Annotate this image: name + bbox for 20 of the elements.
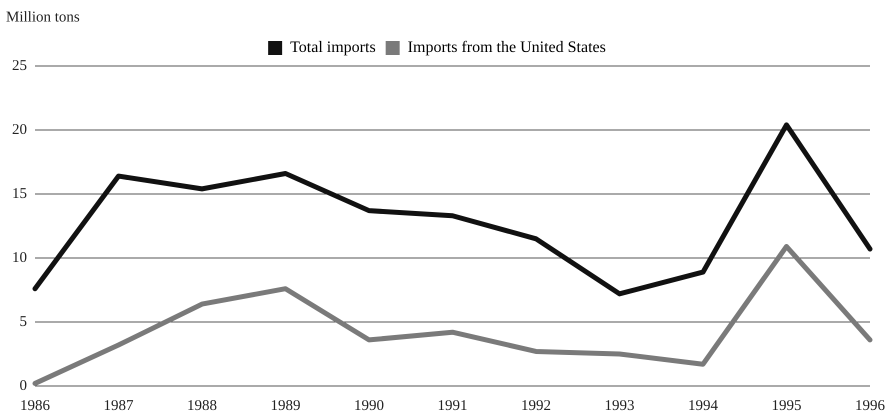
x-tick-label: 1996	[855, 398, 886, 414]
y-tick-label: 25	[12, 58, 27, 74]
x-tick-label: 1994	[688, 398, 718, 414]
y-tick-label: 5	[20, 314, 27, 330]
x-tick-label: 1991	[438, 398, 468, 414]
x-tick-label: 1987	[104, 398, 134, 414]
y-axis-title: Million tons	[6, 9, 80, 26]
x-tick-label: 1990	[354, 398, 384, 414]
legend-label: Imports from the United States	[408, 39, 606, 56]
x-tick-label: 1992	[521, 398, 551, 414]
x-tick-label: 1986	[20, 398, 50, 414]
x-tick-label: 1993	[604, 398, 634, 414]
x-tick-label: 1988	[187, 398, 217, 414]
y-tick-label: 0	[20, 378, 27, 394]
x-tick-label: 1989	[270, 398, 300, 414]
legend-label: Total imports	[290, 39, 376, 56]
y-tick-label: 10	[12, 250, 27, 266]
x-tick-label: 1995	[772, 398, 802, 414]
y-tick-label: 20	[12, 122, 27, 138]
y-tick-label: 15	[12, 186, 27, 202]
